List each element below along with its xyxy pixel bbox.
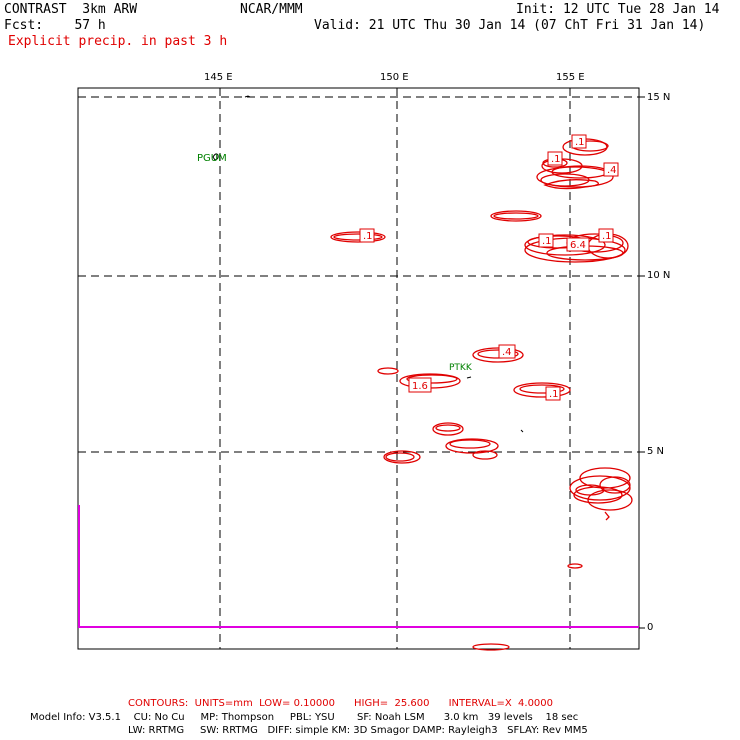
contour-label-text: .4 [607, 165, 617, 176]
lat-label-15n: 15 N [647, 92, 671, 103]
station-ptkk: PTKK [449, 363, 473, 373]
lat-label-0: 0 [647, 622, 654, 633]
contour-label-7: .1 [598, 228, 614, 243]
init-time: Init: 12 UTC Tue 28 Jan 14 [516, 2, 720, 17]
map-frame [77, 87, 640, 650]
coastlines [212, 95, 524, 433]
model-info-line-1: Model Info: V3.5.1 CU: No Cu MP: Thompso… [30, 712, 579, 723]
contour-label-8: .4 [498, 344, 516, 359]
lat-lon-grid [78, 88, 639, 649]
model-title: CONTRAST 3km ARW [4, 2, 138, 17]
contour-label-text: 1.6 [412, 381, 428, 392]
contour-label-2: .1 [547, 151, 563, 166]
contour-label-1: .1 [571, 134, 587, 149]
lon-label-145: 145 E [204, 72, 233, 83]
forecast-hour: Fcst: 57 h [4, 18, 106, 33]
contour-label-text: .1 [363, 231, 373, 242]
contour-label-text: .1 [602, 231, 612, 242]
contour-label-text: .1 [542, 236, 552, 247]
lon-label-150: 150 E [380, 72, 409, 83]
contour-label-3: .4 [603, 162, 619, 177]
contour-label-text: .1 [551, 154, 561, 165]
field-title: Explicit precip. in past 3 h [8, 34, 228, 49]
lon-label-155: 155 E [556, 72, 585, 83]
lat-label-10n: 10 N [647, 270, 671, 281]
contour-label-text: .1 [575, 137, 585, 148]
contour-labels: .1 .1 .4 .1 .1 6.4 .1 .4 [359, 134, 619, 401]
island-guam [212, 153, 219, 161]
contour-label-text: .4 [502, 347, 512, 358]
precip-contours [330, 138, 633, 651]
organization: NCAR/MMM [240, 2, 303, 17]
model-info-line-2: LW: RRTMG SW: RRTMG DIFF: simple KM: 3D … [128, 725, 588, 736]
island-north [244, 95, 251, 98]
station-pgum: PGUM [197, 153, 227, 164]
contour-label-text: 6.4 [570, 240, 586, 251]
contours-info: CONTOURS: UNITS=mm LOW= 0.10000 HIGH= 25… [128, 698, 554, 709]
valid-time: Valid: 21 UTC Thu 30 Jan 14 (07 ChT Fri … [314, 18, 706, 33]
lat-label-5n: 5 N [647, 446, 665, 457]
contour-label-5: .1 [538, 233, 554, 248]
right-ticks [639, 96, 645, 629]
island-chuuk [466, 376, 472, 379]
contour-label-text: .1 [549, 389, 559, 400]
island-small [520, 429, 524, 433]
contour-label-4: .1 [359, 228, 375, 243]
contour-label-9: 1.6 [408, 377, 432, 393]
contour-label-10: .1 [545, 386, 561, 401]
contour-label-6: 6.4 [566, 237, 590, 252]
